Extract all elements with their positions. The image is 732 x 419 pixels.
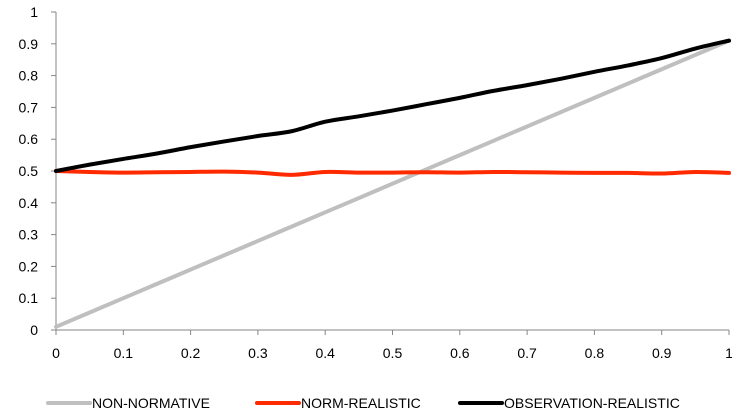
y-tick-label: 0 <box>30 322 38 338</box>
y-tick-label: 0.5 <box>19 163 39 179</box>
x-tick-label: 0 <box>52 345 60 361</box>
x-tick-label: 1 <box>725 345 732 361</box>
x-tick-label: 0.3 <box>248 345 268 361</box>
x-tick-label: 0.8 <box>585 345 605 361</box>
y-tick-label: 0.2 <box>19 258 39 274</box>
x-tick-label: 0.4 <box>315 345 335 361</box>
y-tick-label: 1 <box>30 4 38 20</box>
x-tick-label: 0.2 <box>181 345 201 361</box>
x-tick-label: 0.6 <box>450 345 470 361</box>
x-tick-label: 0.9 <box>652 345 672 361</box>
y-tick-label: 0.9 <box>19 36 39 52</box>
legend-label-norm-realistic: NORM-REALISTIC <box>301 395 421 411</box>
y-tick-label: 0.3 <box>19 227 39 243</box>
chart-axes: 0 0.1 0.2 0.3 0.4 0.5 0.6 0.7 0.8 0.9 1 0 0.1 0.2 0.3 0… <box>19 4 732 361</box>
y-tick-label: 0.1 <box>19 290 39 306</box>
y-tick-label: 0.6 <box>19 131 39 147</box>
series-line-observation-realistic <box>54 38 731 173</box>
y-tick-label: 0.8 <box>19 68 39 84</box>
legend-label-observation-realistic: OBSERVATION-REALISTIC <box>504 395 680 411</box>
legend-label-non-normative: NON-NORMATIVE <box>92 395 210 411</box>
y-tick-label: 0.7 <box>19 99 39 115</box>
series-line-non-normative <box>54 38 731 329</box>
x-tick-label: 0.1 <box>114 345 134 361</box>
y-tick-label: 0.4 <box>19 195 39 211</box>
chart-legend: NON-NORMATIVE NORM-REALISTIC OBSERVATION-R… <box>46 395 680 411</box>
x-tick-label: 0.5 <box>383 345 403 361</box>
series-layer <box>54 38 731 329</box>
series-line-norm-realistic <box>54 169 731 177</box>
x-tick-label: 0.7 <box>517 345 537 361</box>
